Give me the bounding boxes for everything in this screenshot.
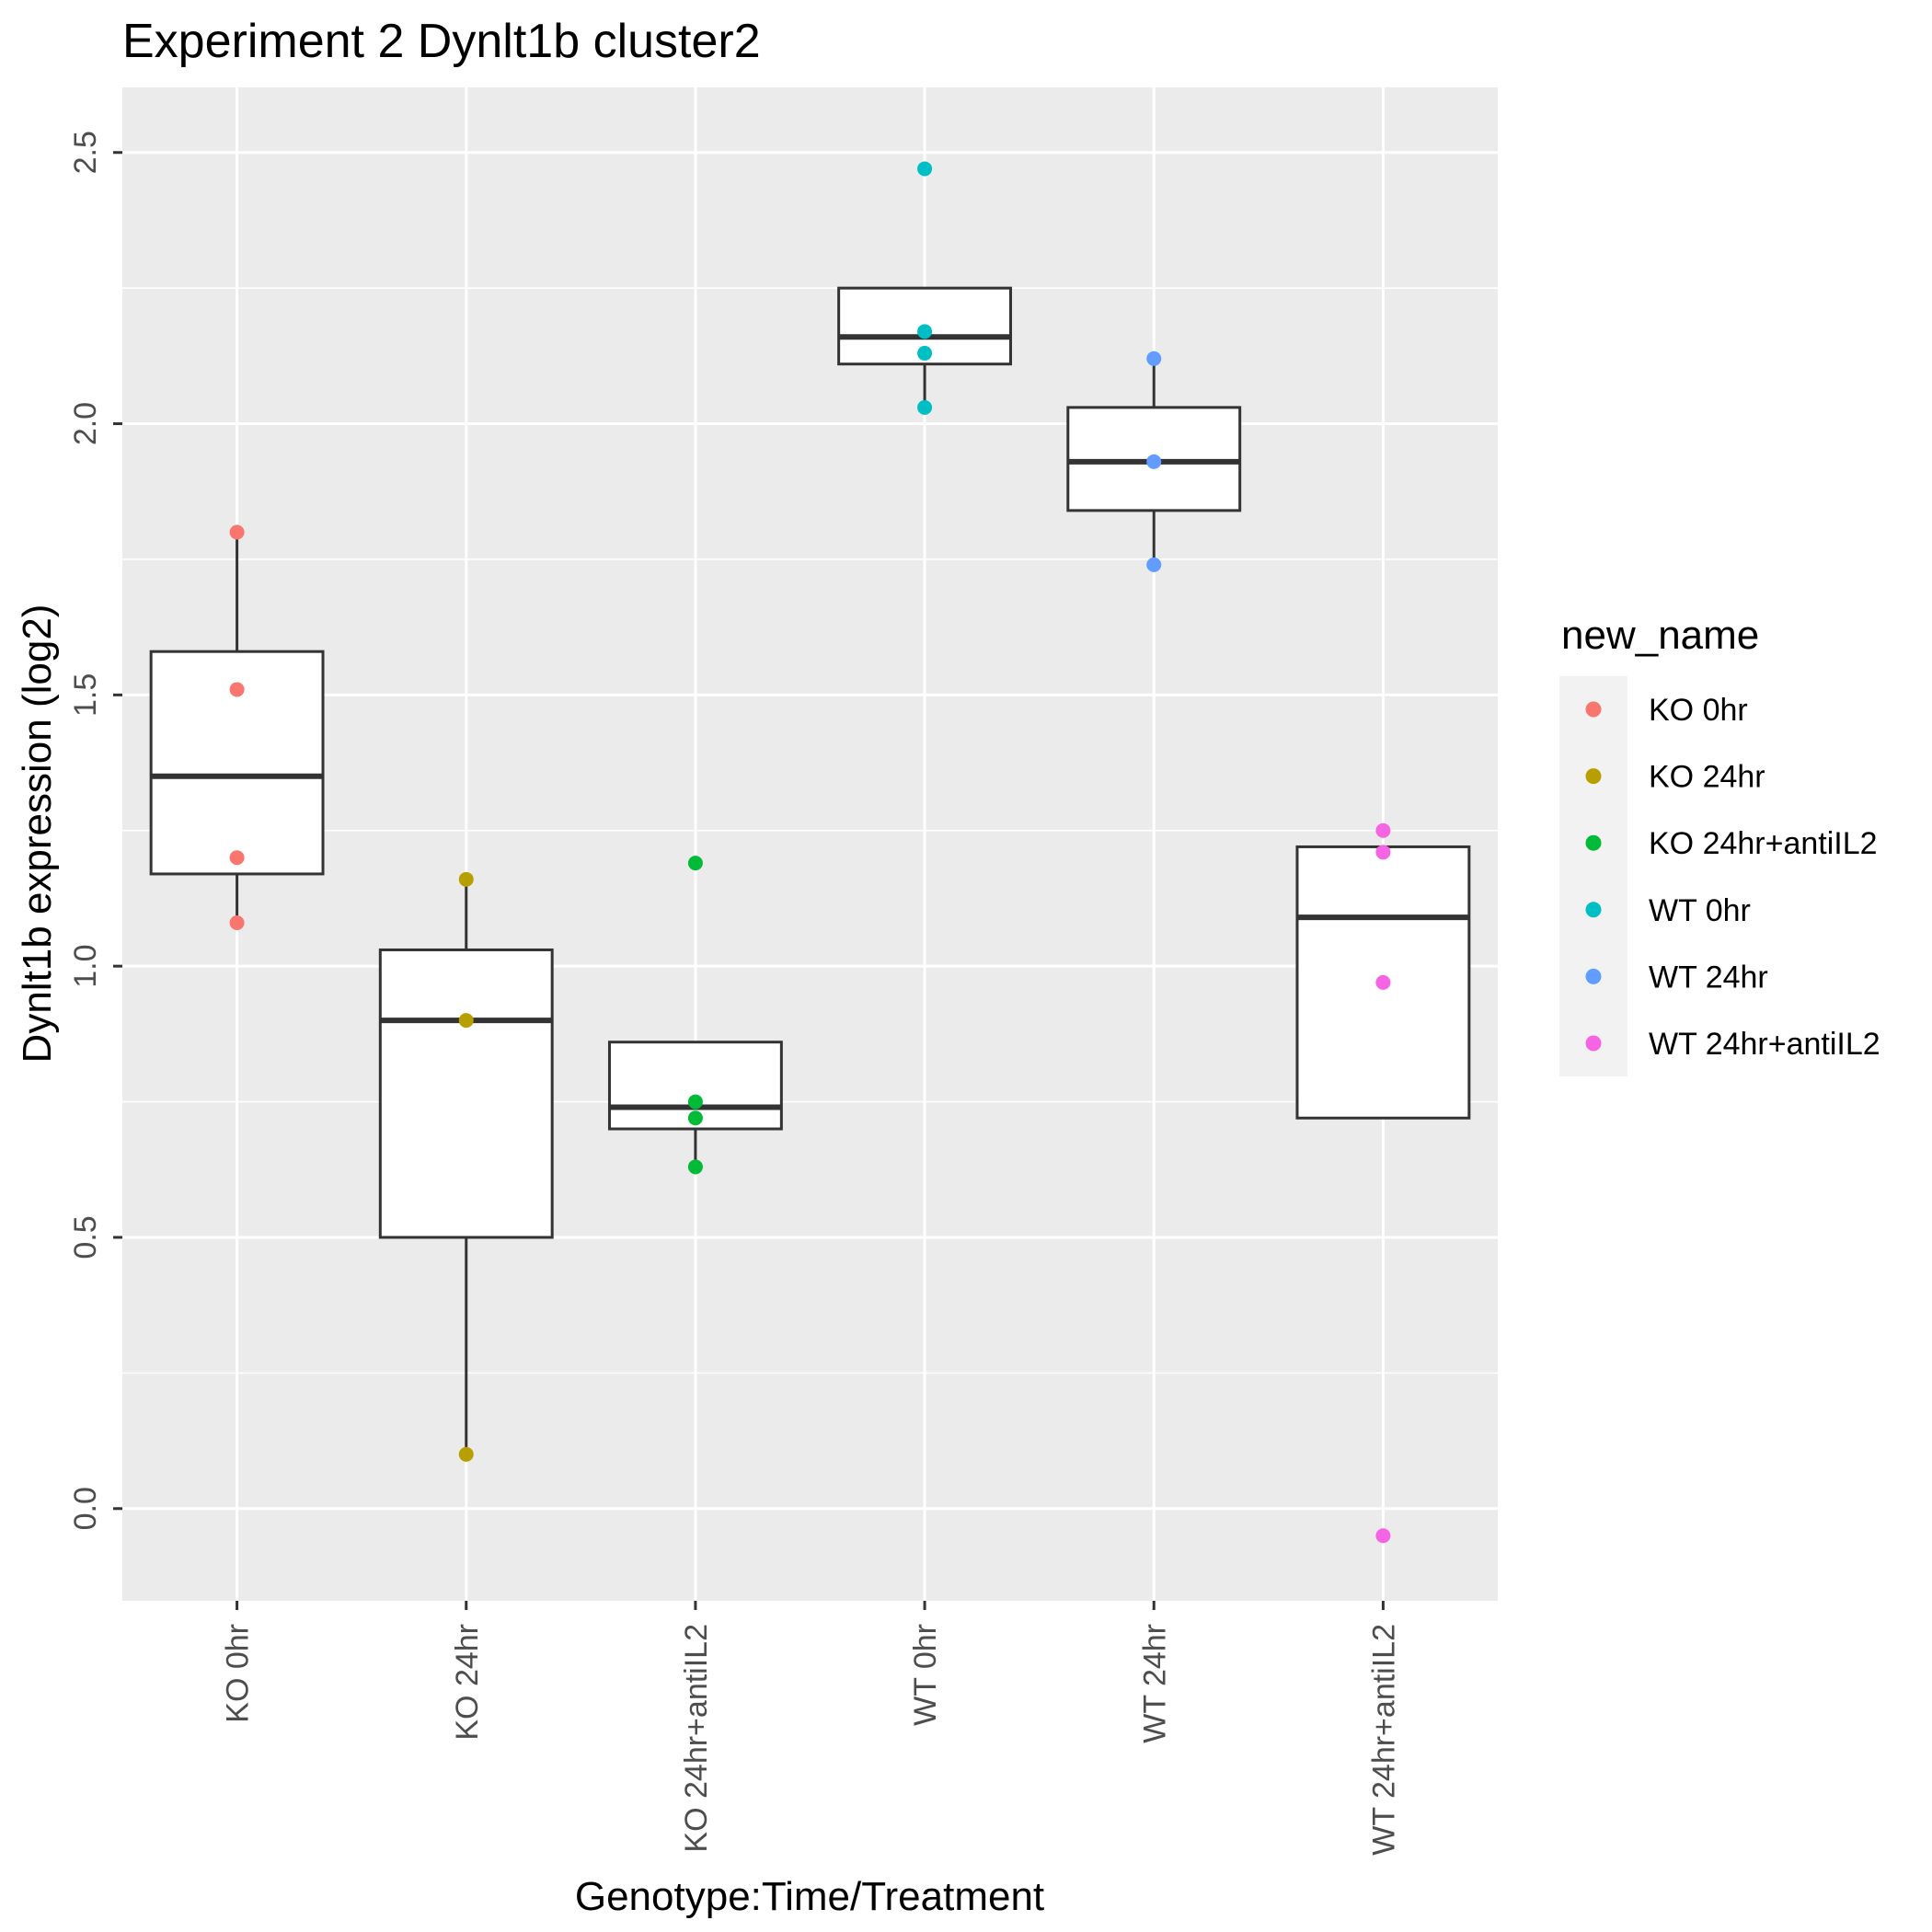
data-point bbox=[687, 856, 703, 871]
x-tick-label: KO 24hr bbox=[450, 1624, 485, 1741]
box-6 bbox=[1295, 845, 1471, 1120]
data-point bbox=[1146, 454, 1162, 469]
data-point bbox=[687, 1094, 703, 1110]
data-point bbox=[917, 399, 933, 415]
data-point bbox=[917, 324, 933, 339]
y-tick-label: 1.5 bbox=[68, 673, 103, 717]
x-tick-label: WT 24hr+antiIL2 bbox=[1366, 1624, 1401, 1856]
data-point bbox=[229, 850, 245, 866]
grid-minor bbox=[122, 287, 1498, 1374]
x-axis-title: Genotype:Time/Treatment bbox=[575, 1874, 1044, 1919]
legend-key bbox=[1585, 701, 1602, 718]
box-body bbox=[378, 948, 554, 1239]
data-point bbox=[458, 871, 474, 887]
legend-label: KO 0hr bbox=[1649, 693, 1748, 728]
legend-title: new_name bbox=[1561, 613, 1759, 658]
data-point bbox=[687, 1110, 703, 1126]
box-2 bbox=[378, 879, 554, 1455]
data-point bbox=[1146, 557, 1162, 572]
x-tick-label: WT 0hr bbox=[908, 1624, 943, 1726]
legend-key bbox=[1585, 902, 1602, 918]
data-point bbox=[1375, 845, 1391, 860]
y-tick-label: 0.5 bbox=[68, 1215, 103, 1259]
y-tick-label: 1.0 bbox=[68, 945, 103, 988]
legend-label: WT 24hr bbox=[1649, 960, 1768, 995]
data-point bbox=[1375, 1528, 1391, 1544]
data-point bbox=[458, 1446, 474, 1462]
legend: new_name KO 0hr KO 24hr KO 24hr+antiIL2 WT … bbox=[1559, 613, 1880, 1076]
y-axis-title: Dynlt1b expression (log2) bbox=[15, 604, 60, 1064]
axes: 0.0 0.5 1.0 1.5 2.0 2.5 KO 0hr KO 24hr KO 24hr+a… bbox=[68, 131, 1401, 1856]
chart-title: Experiment 2 Dynlt1b cluster2 bbox=[122, 15, 761, 68]
data-point bbox=[917, 345, 933, 361]
data-point bbox=[917, 161, 933, 177]
legend-label: WT 24hr+antiIL2 bbox=[1649, 1027, 1880, 1062]
x-tick-label: KO 0hr bbox=[221, 1624, 256, 1723]
data-point bbox=[1146, 351, 1162, 366]
legend-label: KO 24hr+antiIL2 bbox=[1649, 826, 1878, 861]
y-tick-label: 0.0 bbox=[68, 1487, 103, 1530]
legend-label: KO 24hr bbox=[1649, 760, 1765, 795]
legend-key bbox=[1585, 968, 1602, 984]
data-point bbox=[458, 1013, 474, 1029]
data-point bbox=[229, 914, 245, 930]
data-point bbox=[1375, 822, 1391, 838]
legend-key bbox=[1585, 834, 1602, 851]
data-point bbox=[687, 1159, 703, 1175]
points bbox=[229, 161, 1391, 1544]
legend-label: WT 0hr bbox=[1649, 893, 1751, 928]
y-tick-label: 2.5 bbox=[68, 131, 103, 174]
x-tick-label: WT 24hr bbox=[1137, 1624, 1172, 1743]
data-point bbox=[229, 524, 245, 540]
plot-panel bbox=[122, 87, 1498, 1601]
data-point bbox=[1375, 974, 1391, 990]
x-tick-label: KO 24hr+antiIL2 bbox=[679, 1624, 714, 1853]
y-tick-label: 2.0 bbox=[68, 402, 103, 445]
data-point bbox=[229, 682, 245, 697]
legend-key-background bbox=[1559, 676, 1627, 1076]
legend-key bbox=[1585, 1035, 1602, 1052]
legend-key bbox=[1585, 768, 1602, 785]
